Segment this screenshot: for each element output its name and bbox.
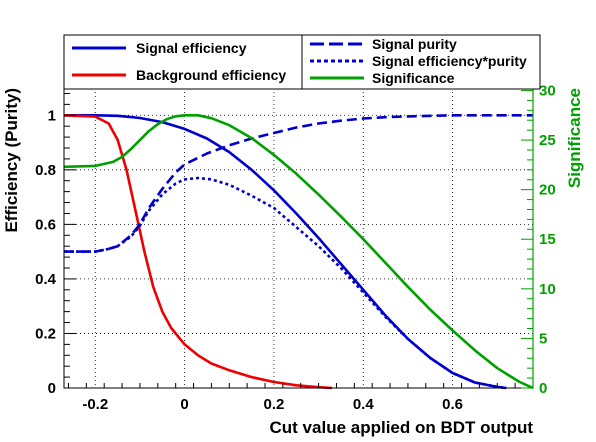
y2-tick-label: 10 (539, 281, 556, 298)
y2-tick-label: 25 (539, 132, 556, 149)
series-line-5 (63, 114, 534, 390)
y2-tick-label: 30 (539, 82, 556, 99)
y2-tick-label: 15 (539, 231, 556, 248)
y-axis-title: Efficiency (Purity) (2, 88, 21, 233)
x-tick-label: 0.6 (442, 396, 463, 413)
series-lines (63, 114, 534, 390)
y-tick-label: 0.2 (35, 325, 56, 342)
y-tick-label: 0 (48, 380, 56, 397)
legend-label-1: Signal efficiency (136, 40, 247, 56)
x-tick-label: 0.4 (353, 396, 375, 413)
y2-tick-label: 0 (539, 380, 547, 397)
y2-tick-label: 5 (539, 330, 547, 347)
y-tick-label: 0.4 (35, 271, 57, 288)
y2-tick-label: 20 (539, 182, 556, 199)
y-tick-label: 1 (48, 107, 56, 124)
x-tick-label: -0.2 (82, 396, 108, 413)
y-tick-label: 0.8 (35, 162, 56, 179)
legend-box-left (63, 34, 303, 90)
x-tick-label: 0 (180, 396, 188, 413)
x-tick-label: 0.2 (264, 396, 285, 413)
legend-label-5: Significance (372, 70, 455, 86)
series-line-2 (63, 114, 333, 390)
legend: Signal efficiency Background efficiency Si… (63, 34, 541, 90)
x-axis-title: Cut value applied on BDT output (270, 418, 534, 437)
y-tick-label: 0.6 (35, 216, 56, 233)
series-line-4 (64, 176, 507, 390)
legend-label-4: Signal efficiency*purity (372, 53, 527, 69)
y2-axis-title: Significance (565, 88, 584, 188)
legend-label-2: Background efficiency (136, 67, 286, 83)
legend-label-3: Signal purity (372, 36, 457, 52)
